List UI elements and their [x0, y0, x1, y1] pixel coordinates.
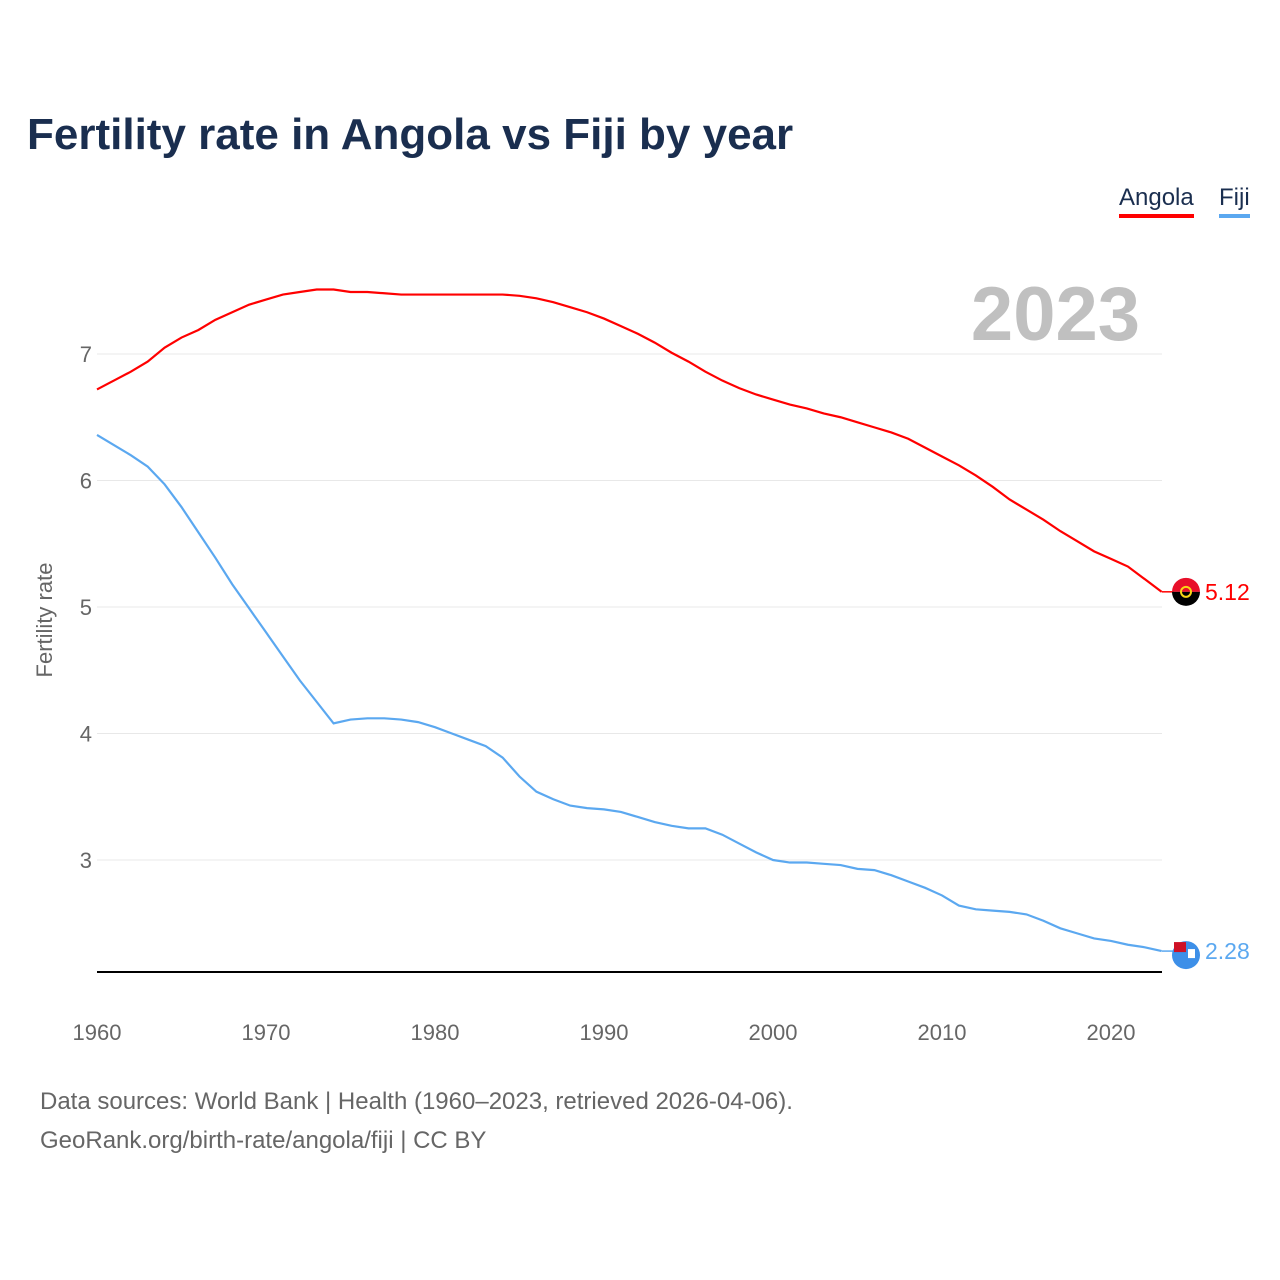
end-value-label-angola: 5.12 [1205, 579, 1250, 605]
angola-flag-icon [1172, 577, 1200, 592]
year-watermark: 2023 [971, 272, 1140, 357]
y-tick-label: 5 [80, 595, 92, 620]
angola-emblem [1180, 585, 1192, 598]
series-line-angola [96, 288, 1163, 593]
y-axis-label: Fertility rate [32, 563, 57, 678]
chart-title: Fertility rate in Angola vs Fiji by year [27, 110, 794, 159]
x-tick-label: 1990 [580, 1020, 629, 1045]
x-tick-label: 2010 [918, 1020, 967, 1045]
legend-fiji[interactable]: Fiji [1219, 184, 1250, 218]
angola-flag-icon-lower [1172, 591, 1200, 606]
x-tick-label: 1960 [73, 1020, 122, 1045]
y-tick-label: 6 [80, 469, 92, 494]
source-line-2[interactable]: GeoRank.org/birth-rate/angola/fiji | CC … [40, 1127, 487, 1154]
x-tick-label: 1980 [411, 1020, 460, 1045]
x-tick-label: 2020 [1087, 1020, 1136, 1045]
legend-angola[interactable]: Angola [1119, 184, 1194, 218]
source-line-1: Data sources: World Bank | Health (1960–… [40, 1088, 793, 1115]
fiji-union-jack [1174, 942, 1186, 953]
series-line-fiji [96, 434, 1162, 953]
x-tick-label: 2000 [749, 1020, 798, 1045]
x-tick-label: 1970 [242, 1020, 291, 1045]
y-tick-label: 7 [80, 342, 92, 367]
fiji-shield [1188, 949, 1195, 959]
y-tick-label: 4 [80, 722, 92, 747]
y-tick-label: 3 [80, 848, 92, 873]
end-value-label-fiji: 2.28 [1205, 938, 1250, 964]
